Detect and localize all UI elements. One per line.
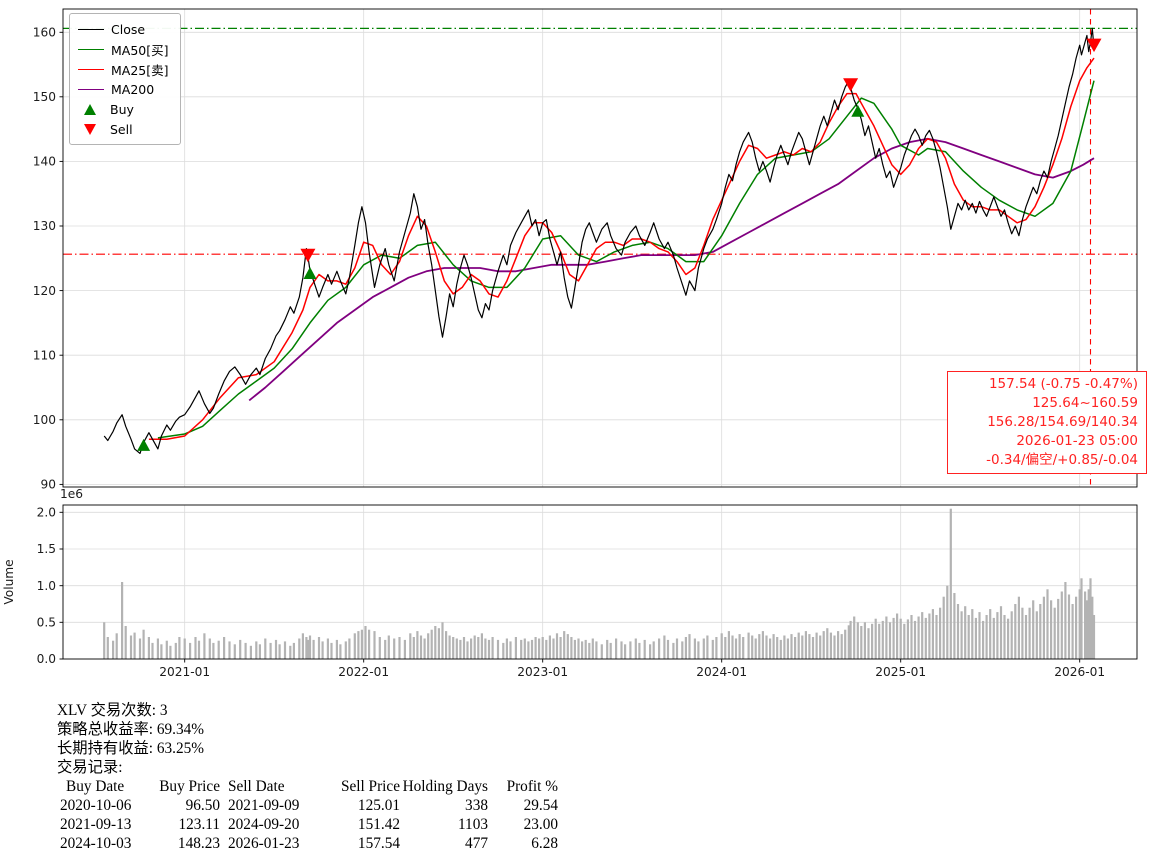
svg-text:90: 90: [40, 478, 56, 492]
trades-table: Buy Date Buy Price Sell Date Sell Price Hold…: [57, 777, 558, 853]
price-chart: 90 100 110 120 130 140 150 160: [33, 8, 1138, 492]
svg-text:120: 120: [33, 284, 56, 298]
svg-text:2023-01: 2023-01: [517, 665, 568, 679]
trades-header-cell: Buy Date: [66, 778, 125, 795]
trade-row-cell: 6.28: [531, 835, 558, 852]
svg-text:1.0: 1.0: [37, 579, 56, 593]
svg-text:0.5: 0.5: [37, 616, 56, 630]
svg-text:140: 140: [33, 155, 56, 169]
legend-label: MA25[卖]: [111, 62, 169, 78]
buy-marker-icon: [84, 103, 96, 115]
legend-label: MA200: [111, 81, 155, 97]
trade-row-cell: 148.23: [177, 835, 220, 852]
svg-text:0.0: 0.0: [37, 652, 56, 666]
svg-text:160: 160: [33, 26, 56, 40]
legend-label: MA50[买]: [111, 42, 169, 58]
legend-item-buy: Buy: [78, 99, 169, 119]
trade-row-cell: 29.54: [523, 797, 558, 814]
trade-row-cell: 151.42: [357, 816, 400, 833]
trade-row-cell: 125.01: [357, 797, 400, 814]
trade-row-cell: 2020-10-06: [60, 797, 132, 814]
trades-header: Buy Date Buy Price Sell Date Sell Price Hold…: [57, 777, 558, 796]
legend-label: Sell: [110, 121, 133, 137]
trade-row-cell: 2024-09-20: [228, 816, 300, 833]
trades-header-cell: Sell Price: [340, 778, 400, 795]
trade-row-cell: 2021-09-13: [60, 816, 132, 833]
trade-log-title: 交易记录:: [57, 759, 123, 776]
legend-label: Buy: [110, 101, 134, 117]
svg-text:110: 110: [33, 348, 56, 362]
annotation-range: 125.64~160.59: [1032, 395, 1138, 411]
stat-buyhold-return: 长期持有收益: 63.25%: [57, 740, 205, 757]
trade-row: 2020-10-06 96.50 2021-09-09 125.01 338 29.54: [57, 796, 558, 815]
legend-item-sell: Sell: [78, 119, 169, 139]
trade-row: 2021-09-13 123.11 2024-09-20 151.42 1103 23.0…: [57, 815, 558, 834]
svg-text:1.5: 1.5: [37, 542, 56, 556]
trades-header-cell: Sell Date: [228, 778, 285, 795]
svg-text:150: 150: [33, 90, 56, 104]
trades-header-cell: Buy Price: [159, 778, 220, 795]
close-line-swatch-icon: [78, 28, 104, 30]
legend-item-close: Close: [78, 19, 169, 39]
svg-text:2021-01: 2021-01: [159, 665, 210, 679]
trade-row: 2024-10-03 148.23 2026-01-23 157.54 477 6.28: [57, 834, 558, 853]
svg-text:Volume: Volume: [2, 559, 16, 604]
legend-item-ma25: MA25[卖]: [78, 59, 169, 79]
svg-text:100: 100: [33, 413, 56, 427]
svg-text:2022-01: 2022-01: [338, 665, 389, 679]
annotation-ma-values: 156.28/154.69/140.34: [987, 414, 1138, 430]
trade-row-cell: 2026-01-23: [228, 835, 300, 852]
svg-text:2024-01: 2024-01: [696, 665, 747, 679]
trade-row-cell: 1103: [457, 816, 488, 833]
svg-text:2025-01: 2025-01: [875, 665, 926, 679]
trades-header-cell: Profit %: [506, 778, 558, 795]
trade-row-cell: 477: [465, 835, 488, 852]
legend-label: Close: [111, 21, 146, 37]
ma200-line-swatch-icon: [78, 88, 104, 90]
trade-row-cell: 2024-10-03: [60, 835, 132, 852]
trades-header-cell: Holding Days: [402, 778, 488, 795]
svg-text:2.0: 2.0: [37, 506, 56, 520]
ma25-line-swatch-icon: [78, 68, 104, 70]
legend-item-ma50: MA50[买]: [78, 39, 169, 59]
stat-trade-count: XLV 交易次数: 3: [57, 702, 168, 719]
legend-item-ma200: MA200: [78, 79, 169, 99]
ma50-line-swatch-icon: [78, 48, 104, 50]
trade-row-cell: 338: [465, 797, 488, 814]
trade-row-cell: 96.50: [185, 797, 220, 814]
annotation-last-price: 157.54 (-0.75 -0.47%): [988, 376, 1138, 392]
strategy-summary: XLV 交易次数: 3 策略总收益率: 69.34% 长期持有收益: 63.25…: [57, 701, 558, 853]
svg-text:130: 130: [33, 219, 56, 233]
sell-marker-icon: [84, 123, 96, 135]
trade-row-cell: 2021-09-09: [228, 797, 300, 814]
svg-text:2026-01: 2026-01: [1054, 665, 1105, 679]
annotation-datetime: 2026-01-23 05:00: [1016, 433, 1138, 449]
trade-row-cell: 157.54: [357, 835, 400, 852]
price-annotation-box: 157.54 (-0.75 -0.47%) 125.64~160.59 156.…: [947, 371, 1147, 474]
trade-row-cell: 23.00: [523, 816, 558, 833]
svg-text:1e6: 1e6: [60, 487, 83, 501]
chart-legend: Close MA50[买] MA25[卖] MA200 Buy Sell: [69, 13, 181, 145]
trade-row-cell: 123.11: [178, 816, 221, 833]
stat-strategy-return: 策略总收益率: 69.34%: [57, 721, 205, 738]
annotation-signal: -0.34/偏空/+0.85/-0.04: [986, 452, 1138, 468]
volume-chart: 2021-01 2022-01 2023-01 2024-01 2025-01 2026-…: [2, 487, 1138, 679]
